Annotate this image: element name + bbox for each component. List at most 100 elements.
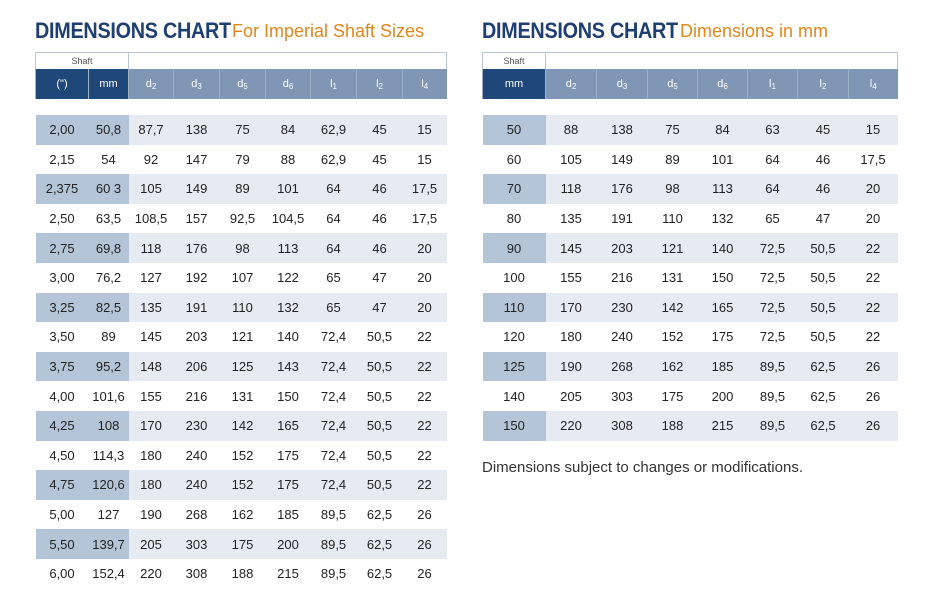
chart-subtitle: Dimensions in mm [680, 21, 829, 41]
dimension-cell: 216 [611, 270, 633, 286]
dimension-cell: 89,5 [320, 507, 347, 523]
dimension-cell: 192 [185, 270, 208, 286]
table-row: 3,75 95,2 148 206 125 143 72,4 50,5 22 [35, 351, 447, 382]
dimension-cell: 176 [596, 174, 648, 204]
column-header: l2 [797, 69, 849, 99]
dimension-cell: 162 [231, 507, 254, 523]
chart-title-main: DIMENSIONS CHART [35, 18, 231, 43]
column-header: d6 [265, 69, 311, 99]
shaft-size-cell: 127 [97, 507, 120, 523]
dimension-cell: 200 [711, 388, 734, 404]
column-header: d3 [173, 69, 220, 99]
dimension-cell: 150 [277, 388, 299, 404]
dimension-cell: 191 [611, 211, 633, 227]
dimension-cell: 180 [128, 470, 174, 500]
dimension-cell: 62,5 [356, 529, 403, 559]
dimension-cell: 175 [219, 529, 266, 559]
dimension-cell: 89,5 [747, 351, 798, 382]
dimension-cell: 148 [128, 351, 174, 382]
table-row: 2,375 60 3 105 149 89 101 64 46 17,5 [35, 174, 447, 204]
dimension-cell: 165 [697, 292, 748, 323]
shaft-size-cell: 140 [503, 388, 525, 404]
imperial-chart-title: DIMENSIONS CHART For Imperial Shaft Size… [35, 18, 424, 44]
dimension-cell: 26 [417, 507, 432, 523]
dimension-cell: 89 [665, 151, 680, 167]
shaft-size-cell: 2,00 [35, 115, 89, 145]
chart-subtitle: For Imperial Shaft Sizes [232, 21, 425, 41]
shaft-size-cell: 80 [506, 211, 522, 227]
dimension-cell: 127 [140, 270, 162, 286]
dimension-cell: 26 [848, 410, 898, 441]
dimension-cell: 62,9 [310, 115, 357, 145]
dimension-cell: 64 [310, 174, 357, 204]
dimension-cell: 22 [865, 329, 881, 345]
dimension-cell: 118 [128, 233, 174, 263]
dimension-cell: 26 [402, 529, 447, 559]
dimension-cell: 98 [647, 174, 698, 204]
dimension-cell: 176 [173, 233, 220, 263]
column-header: l4 [847, 69, 898, 99]
dimension-cell: 240 [185, 447, 208, 463]
dimension-cell: 72,5 [747, 292, 798, 323]
shaft-size-cell: 4,50 [49, 447, 75, 463]
shaft-size-cell: 2,50 [49, 211, 75, 227]
dimension-cell: 45 [356, 115, 403, 145]
dimension-cell: 98 [219, 233, 266, 263]
dimension-cell: 215 [277, 566, 299, 582]
imperial-dimensions-table: Shaft (") mm d2 d3 d5 d6 l1 l2 l4 2,00 50,8 87,7 138 7… [34, 52, 448, 589]
dimension-cell: 62,5 [797, 351, 849, 382]
shaft-size-cell: 50,8 [88, 115, 129, 145]
shaft-size-cell: 82,5 [88, 292, 129, 323]
dimension-cell: 150 [711, 270, 734, 286]
dimension-cell: 216 [185, 388, 208, 404]
shaft-size-cell: 4,25 [35, 410, 89, 441]
shaft-size-cell: 3,25 [35, 292, 89, 323]
shaft-size-cell: 101,6 [92, 388, 125, 404]
shaft-size-cell: 50 [482, 115, 546, 145]
dimension-cell: 138 [596, 115, 648, 145]
dimension-cell: 101 [711, 151, 734, 167]
shaft-size-cell: 125 [482, 351, 546, 382]
table-row: 140 205 303 175 200 89,5 62,5 26 [483, 381, 898, 411]
table-row: 125 190 268 162 185 89,5 62,5 26 [482, 351, 898, 382]
dimension-cell: 206 [173, 351, 220, 382]
table-row: 50 88 138 75 84 63 45 15 [482, 115, 898, 145]
shaft-size-cell: 60 [506, 151, 522, 167]
dimension-cell: 140 [277, 329, 299, 345]
shaft-size-cell: 3,75 [35, 351, 89, 382]
shaft-size-cell: 114,3 [92, 447, 125, 463]
table-row: 110 170 230 142 165 72,5 50,5 22 [482, 292, 898, 323]
dimension-cell: 22 [417, 329, 432, 345]
dimension-cell: 155 [140, 388, 162, 404]
dimension-cell: 131 [231, 388, 254, 404]
column-header: l1 [747, 69, 798, 99]
dimension-cell: 104,5 [271, 211, 305, 227]
dimension-cell: 140 [697, 233, 748, 263]
column-header: l1 [310, 69, 357, 99]
dimension-cell: 20 [402, 233, 447, 263]
dimension-cell: 46 [797, 174, 849, 204]
dimension-cell: 22 [848, 233, 898, 263]
dimension-cell: 125 [219, 351, 266, 382]
dimension-cell: 145 [140, 329, 162, 345]
column-header: mm [87, 69, 129, 99]
dimension-cell: 45 [372, 151, 387, 167]
dimension-cell: 149 [173, 174, 220, 204]
dimension-cell: 89,5 [759, 388, 786, 404]
dimension-cell: 62,5 [810, 388, 836, 404]
dimension-cell: 50,5 [797, 233, 849, 263]
shaft-size-cell: 89 [101, 329, 116, 345]
shaft-size-cell: 139,7 [88, 529, 129, 559]
dimension-cell: 20 [865, 211, 881, 227]
shaft-size-cell: 5,50 [35, 529, 89, 559]
shaft-size-cell: 69,8 [88, 233, 129, 263]
shaft-size-cell: 3,00 [49, 270, 75, 286]
dimension-cell: 240 [173, 470, 220, 500]
table-row: 90 145 203 121 140 72,5 50,5 22 [482, 233, 898, 263]
dimension-cell: 62,5 [797, 410, 849, 441]
dimension-cell: 205 [128, 529, 174, 559]
shaft-size-cell: 60 3 [88, 174, 129, 204]
dimension-cell: 142 [219, 410, 266, 441]
caption-spacer [545, 52, 899, 69]
dimension-cell: 17,5 [860, 151, 886, 167]
